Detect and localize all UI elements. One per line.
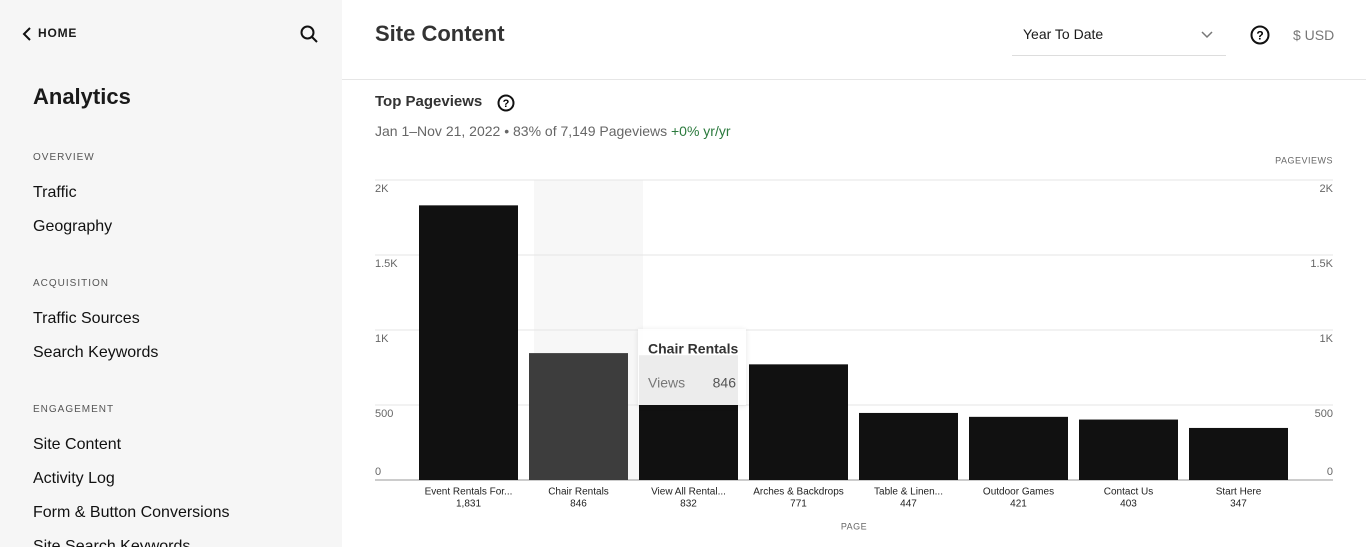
subtitle-text: Jan 1–Nov 21, 2022 • 83% of 7,149 Pagevi…	[375, 123, 668, 139]
value-label: 846	[570, 499, 587, 510]
value-label: 403	[1120, 499, 1137, 510]
value-label: 421	[1010, 499, 1027, 510]
y-tick-label-right: 500	[1315, 408, 1333, 420]
y-tick-label: 2K	[375, 183, 389, 195]
y-tick-label: 0	[375, 466, 381, 478]
delta: +0% yr/yr	[671, 123, 731, 139]
search-icon[interactable]	[299, 24, 319, 44]
y-tick-label-right: 1K	[1320, 333, 1334, 345]
bar	[529, 353, 628, 480]
nav-item[interactable]: Site Content	[33, 436, 122, 453]
sidebar-title: Analytics	[33, 84, 131, 109]
x-tick-label: Contact Us	[1104, 487, 1153, 498]
back-chevron[interactable]	[20, 26, 34, 42]
bar	[969, 416, 1068, 480]
value-label: 1,831	[456, 499, 481, 510]
nav-item[interactable]: Traffic	[33, 184, 77, 201]
y-tick-label-right: 0	[1327, 466, 1333, 478]
x-axis-label: PAGE	[841, 521, 867, 531]
value-label: 832	[680, 499, 697, 510]
tooltip-label: Views	[648, 375, 685, 391]
y-axis-label: PAGEVIEWS	[1275, 155, 1333, 165]
x-tick-label: View All Rental...	[651, 487, 726, 498]
header-divider	[342, 79, 1366, 80]
x-tick-label: Chair Rentals	[548, 487, 609, 498]
y-tick-label-right: 1.5K	[1310, 258, 1333, 270]
tooltip-title: Chair Rentals	[648, 341, 738, 357]
svg-text:?: ?	[1256, 29, 1263, 43]
section-heading: ENGAGEMENT	[33, 404, 115, 415]
tooltip-value: 846	[713, 375, 737, 391]
nav-item[interactable]: Activity Log	[33, 470, 115, 487]
section-heading: ACQUISITION	[33, 278, 110, 289]
dropdown-chevron	[1201, 31, 1213, 39]
bar	[1189, 427, 1288, 480]
nav-item[interactable]: Form & Button Conversions	[33, 504, 230, 521]
bar	[419, 205, 518, 480]
x-tick-label: Table & Linen...	[874, 487, 943, 498]
nav-item[interactable]: Site Search Keywords	[33, 538, 191, 547]
x-tick-label: Start Here	[1216, 487, 1262, 498]
currency[interactable]: $ USD	[1293, 27, 1335, 43]
y-tick-label: 1.5K	[375, 258, 398, 270]
home-link[interactable]: HOME	[38, 26, 78, 40]
svg-text:?: ?	[503, 98, 510, 110]
value-label: 771	[790, 499, 807, 510]
help-icon[interactable]: ?	[496, 93, 516, 113]
value-label: 347	[1230, 499, 1247, 510]
nav-item[interactable]: Geography	[33, 218, 113, 235]
bar	[749, 364, 848, 480]
x-tick-label: Event Rentals For...	[425, 487, 513, 498]
sidebar: HOME Analytics OVERVIEW Traffic Geography A…	[0, 0, 342, 547]
value-label: 447	[900, 499, 917, 510]
bar	[859, 412, 958, 480]
y-tick-label-right: 2K	[1320, 183, 1334, 195]
section-heading: OVERVIEW	[33, 152, 95, 163]
y-tick-label: 1K	[375, 333, 389, 345]
y-tick-label: 500	[375, 408, 393, 420]
tooltip-box	[638, 329, 746, 405]
tooltip: Chair Rentals Views 846	[638, 329, 746, 405]
help-icon[interactable]: ?	[1249, 24, 1271, 46]
date-range-value: Year To Date	[1023, 26, 1104, 42]
bar	[1079, 419, 1178, 480]
x-tick-label: Outdoor Games	[983, 487, 1054, 498]
card-subtitle: Jan 1–Nov 21, 2022 • 83% of 7,149 Pagevi…	[375, 123, 731, 139]
page-title: Site Content	[375, 21, 505, 46]
nav-item[interactable]: Traffic Sources	[33, 310, 140, 327]
x-tick-label: Arches & Backdrops	[753, 487, 844, 498]
card-title: Top Pageviews	[375, 93, 483, 110]
nav-item[interactable]: Search Keywords	[33, 344, 159, 361]
date-range-select[interactable]: Year To Date	[1012, 15, 1226, 56]
